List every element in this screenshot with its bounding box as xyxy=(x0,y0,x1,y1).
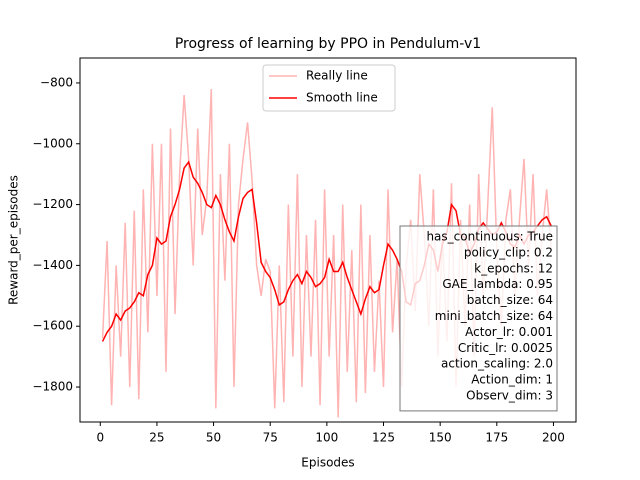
annotation-line: policy_clip: 0.2 xyxy=(464,245,553,259)
x-axis-label: Episodes xyxy=(301,456,354,470)
y-tick-label: −1000 xyxy=(32,136,73,150)
x-tick-label: 100 xyxy=(315,431,338,445)
y-tick-label: −1800 xyxy=(32,380,73,394)
y-tick-label: −800 xyxy=(40,75,73,89)
x-tick-label: 125 xyxy=(372,431,395,445)
x-tick-label: 50 xyxy=(206,431,221,445)
annotation-line: batch_size: 64 xyxy=(467,293,553,307)
annotation-line: GAE_lambda: 0.95 xyxy=(442,277,553,291)
annotation-box xyxy=(399,225,558,412)
annotation-line: k_epochs: 12 xyxy=(474,261,553,275)
y-tick-label: −1600 xyxy=(32,319,73,333)
legend-label: Smooth line xyxy=(306,91,378,105)
legend-label: Really line xyxy=(306,69,368,83)
chart-title: Progress of learning by PPO in Pendulum-… xyxy=(175,36,481,52)
y-tick-label: −1200 xyxy=(32,197,73,211)
x-tick-label: 175 xyxy=(485,431,508,445)
x-tick-label: 0 xyxy=(96,431,104,445)
x-tick-label: 75 xyxy=(263,431,278,445)
y-tick-label: −1400 xyxy=(32,258,73,272)
x-tick-label: 150 xyxy=(429,431,452,445)
x-tick-label: 25 xyxy=(149,431,164,445)
annotation-line: action_scaling: 2.0 xyxy=(441,357,553,371)
annotation-line: Critic_lr: 0.0025 xyxy=(458,341,553,355)
annotation-line: Observ_dim: 3 xyxy=(466,389,553,403)
annotation-line: mini_batch_size: 64 xyxy=(435,309,553,323)
annotation-line: Actor_lr: 0.001 xyxy=(465,325,553,339)
y-axis-label: Reward_per_episodes xyxy=(7,175,21,305)
x-tick-label: 200 xyxy=(542,431,565,445)
plot-frame xyxy=(79,57,577,423)
annotation-line: Action_dim: 1 xyxy=(471,373,553,387)
annotation-line: has_continuous: True xyxy=(426,230,553,244)
